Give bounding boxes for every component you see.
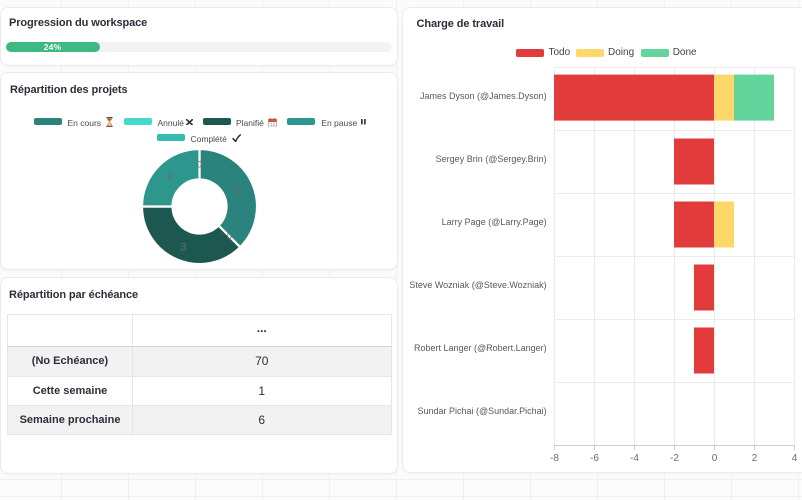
svg-text:12: 12 bbox=[270, 121, 276, 126]
svg-text:3: 3 bbox=[235, 186, 241, 198]
svg-text:0: 0 bbox=[227, 231, 232, 241]
svg-text:0: 0 bbox=[197, 160, 202, 170]
svg-text:2: 2 bbox=[167, 171, 173, 183]
svg-text:3: 3 bbox=[180, 241, 186, 253]
